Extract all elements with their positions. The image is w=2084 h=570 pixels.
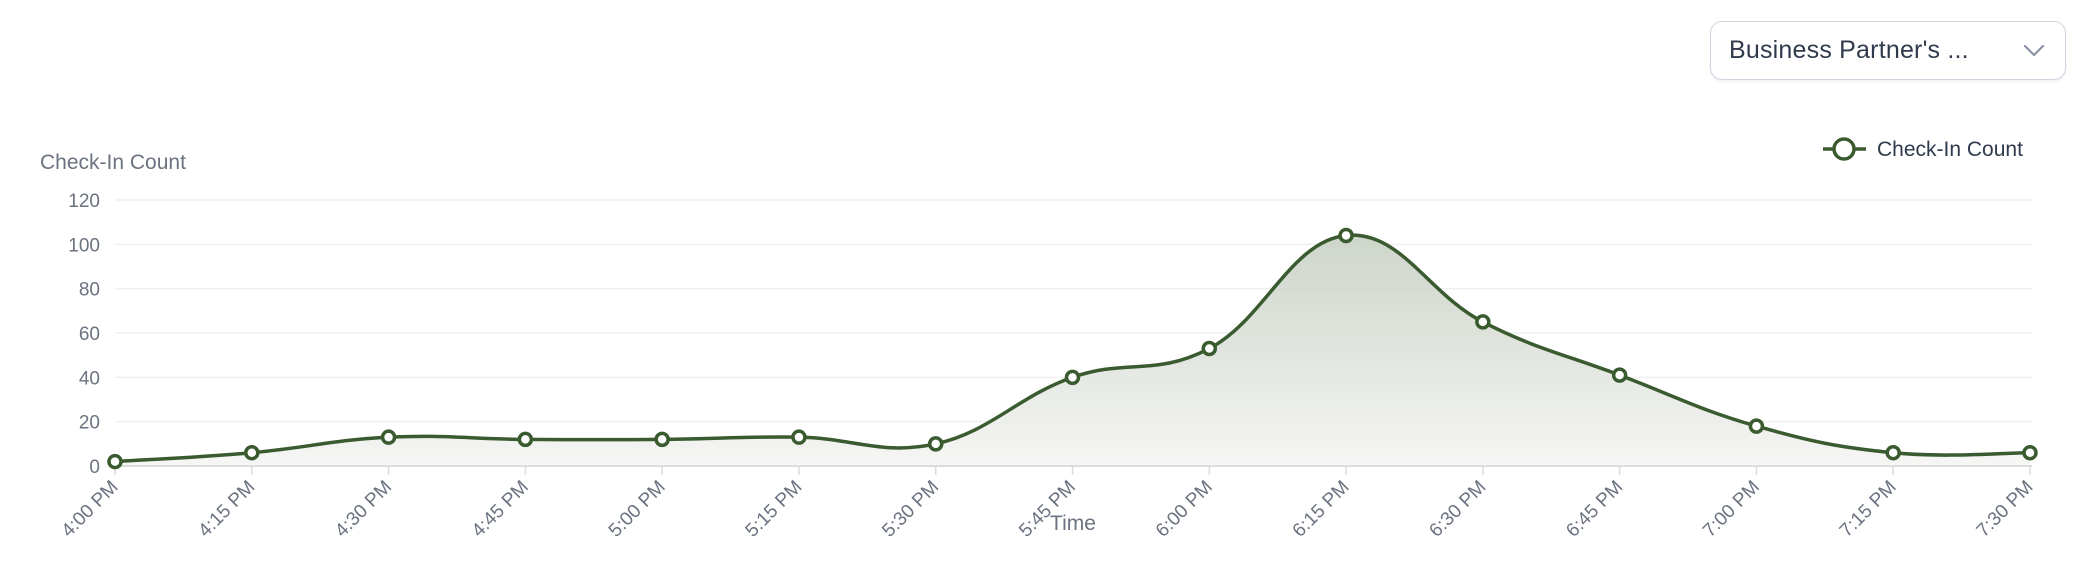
- y-tick-label: 60: [79, 324, 100, 345]
- x-tick-label: 7:30 PM: [1973, 477, 2038, 542]
- data-point[interactable]: [517, 431, 534, 448]
- x-tick-label: 5:30 PM: [878, 477, 943, 542]
- legend[interactable]: Check-In Count: [1823, 137, 2023, 161]
- series-line: [114, 233, 2031, 464]
- data-point[interactable]: [1611, 367, 1628, 383]
- x-tick-label: 5:00 PM: [605, 477, 670, 542]
- x-axis-ticks: 4:00 PM 4:15 PM 4:30 PM 4:45 PM 5:00 PM 5:15 …: [58, 466, 2038, 542]
- y-axis-title: Check-In Count: [40, 151, 186, 174]
- data-point[interactable]: [1064, 369, 1081, 386]
- y-tick-label: 80: [79, 280, 100, 301]
- data-point[interactable]: [927, 436, 944, 452]
- data-points: [107, 227, 2038, 470]
- data-point[interactable]: [1748, 418, 1765, 434]
- x-tick-label: 4:45 PM: [468, 477, 533, 542]
- x-axis-title: Time: [1050, 512, 1096, 535]
- chevron-down-icon: [2021, 38, 2047, 64]
- data-point[interactable]: [654, 431, 670, 448]
- x-tick-label: 4:00 PM: [58, 477, 123, 542]
- x-tick-label: 7:00 PM: [1699, 477, 1764, 542]
- data-point[interactable]: [107, 453, 123, 470]
- dropdown-selected-label: Business Partner's ...: [1729, 36, 1969, 64]
- y-tick-label: 100: [68, 235, 100, 256]
- business-partner-dropdown[interactable]: Business Partner's ...: [1710, 21, 2066, 80]
- data-point[interactable]: [1201, 340, 1218, 357]
- data-point[interactable]: [1885, 444, 1901, 461]
- y-tick-label: 0: [89, 457, 100, 478]
- y-axis-ticks: 0 20 40 60 80 100 120: [68, 191, 100, 478]
- area-fill: [115, 235, 2030, 466]
- x-tick-label: 5:15 PM: [742, 477, 807, 542]
- x-tick-label: 4:15 PM: [194, 477, 259, 542]
- x-tick-label: 6:15 PM: [1289, 477, 1354, 542]
- x-tick-label: 6:30 PM: [1426, 477, 1491, 542]
- data-point[interactable]: [1338, 227, 1354, 244]
- data-point[interactable]: [244, 444, 260, 461]
- x-tick-label: 6:00 PM: [1152, 477, 1217, 542]
- legend-marker-icon: [1832, 137, 1856, 161]
- data-point[interactable]: [791, 429, 807, 445]
- x-tick-label: 7:15 PM: [1836, 477, 1901, 542]
- legend-label: Check-In Count: [1877, 138, 2023, 161]
- y-tick-label: 40: [79, 368, 100, 389]
- data-point[interactable]: [380, 429, 397, 445]
- data-point[interactable]: [1475, 314, 1491, 330]
- x-tick-label: 6:45 PM: [1562, 477, 1627, 542]
- y-tick-label: 20: [79, 413, 100, 434]
- data-point[interactable]: [2022, 444, 2038, 461]
- y-tick-label: 120: [68, 191, 100, 212]
- x-tick-label: 4:30 PM: [331, 477, 396, 542]
